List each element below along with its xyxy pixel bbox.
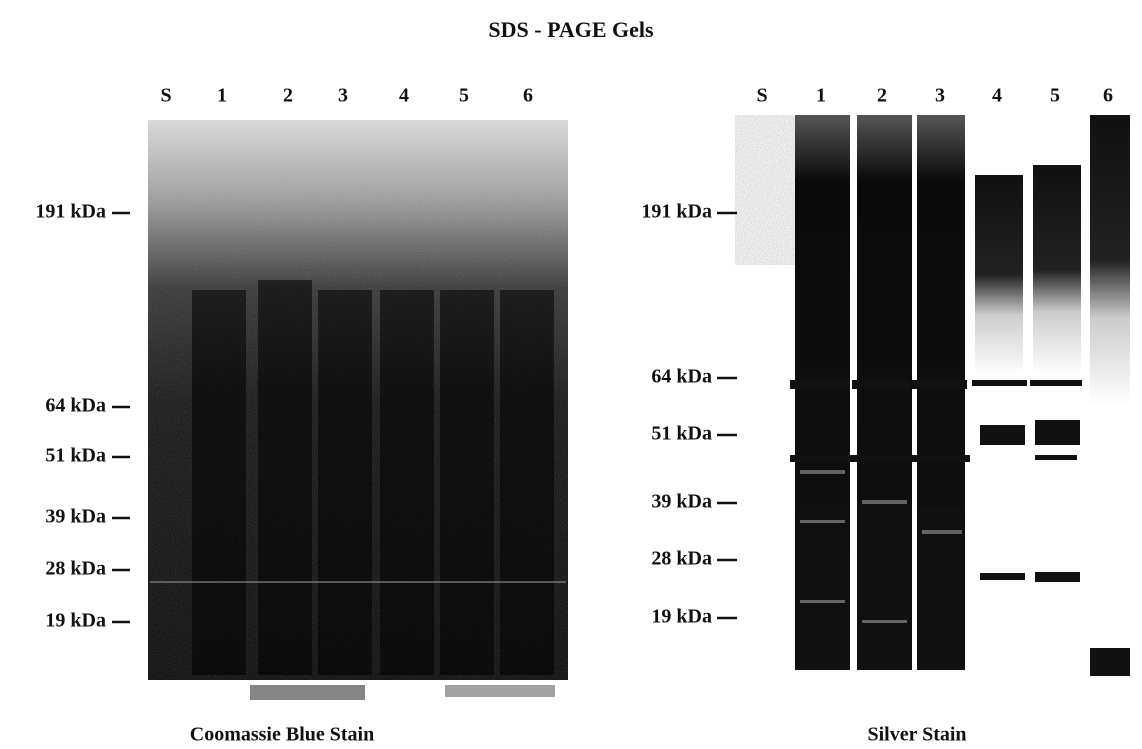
lane-label: 2 <box>877 85 887 107</box>
marker-label: 28 kDa <box>651 548 712 570</box>
marker-label: 64 kDa <box>651 366 712 388</box>
marker-label: 191 kDa <box>641 201 712 223</box>
marker-label: 39 kDa <box>651 491 712 513</box>
marker-label: 28 kDa <box>45 558 106 580</box>
lane-label: 6 <box>1103 85 1113 107</box>
marker-label: 19 kDa <box>45 610 106 632</box>
marker-label: 51 kDa <box>45 445 106 467</box>
lane-label: 4 <box>399 85 409 107</box>
lane-label: 4 <box>992 85 1002 107</box>
marker-label: 191 kDa <box>35 201 106 223</box>
marker-label: 19 kDa <box>651 606 712 628</box>
lane-label: 3 <box>338 85 348 107</box>
lane-label: S <box>756 85 767 107</box>
lane-label: 5 <box>1050 85 1060 107</box>
figure-title: SDS - PAGE Gels <box>488 17 654 42</box>
lane-label: 1 <box>816 85 826 107</box>
silver-gel <box>735 115 1130 676</box>
gel-caption: Silver Stain <box>867 724 966 746</box>
coomassie-gel <box>148 120 568 700</box>
marker-label: 39 kDa <box>45 506 106 528</box>
gel-caption: Coomassie Blue Stain <box>190 724 374 746</box>
lane-label: 1 <box>217 85 227 107</box>
lane-label: 5 <box>459 85 469 107</box>
lane-label: 6 <box>523 85 533 107</box>
lane-label: 3 <box>935 85 945 107</box>
marker-label: 64 kDa <box>45 395 106 417</box>
marker-label: 51 kDa <box>651 423 712 445</box>
lane-label: S <box>160 85 171 107</box>
lane-label: 2 <box>283 85 293 107</box>
